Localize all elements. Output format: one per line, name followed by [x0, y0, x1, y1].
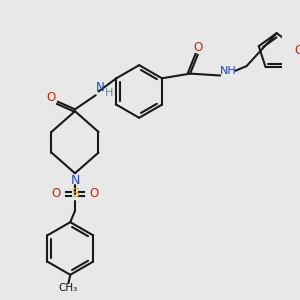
Text: S: S [71, 188, 79, 200]
Text: O: O [295, 44, 300, 57]
Text: NH: NH [220, 66, 237, 76]
Text: N: N [70, 174, 80, 187]
Text: O: O [52, 188, 61, 200]
Text: O: O [193, 41, 202, 54]
Text: CH₃: CH₃ [59, 283, 78, 293]
Text: O: O [89, 188, 98, 200]
Text: O: O [47, 91, 56, 103]
Text: H: H [105, 88, 113, 98]
Text: N: N [96, 81, 105, 94]
